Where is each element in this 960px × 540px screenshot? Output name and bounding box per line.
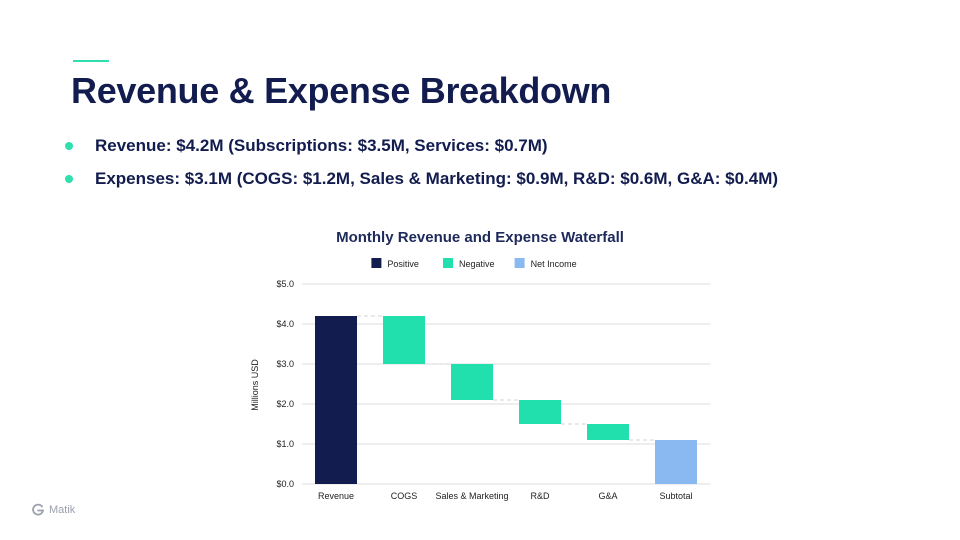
- y-axis-ticks: $0.0 $1.0 $2.0 $3.0 $4.0 $5.0: [276, 279, 294, 489]
- bar-revenue: [315, 316, 357, 484]
- x-tick-label: Revenue: [318, 491, 354, 501]
- x-tick-label: Subtotal: [659, 491, 692, 501]
- matik-logo: Matik: [31, 503, 75, 517]
- x-tick-label: Sales & Marketing: [435, 491, 508, 501]
- y-tick-label: $4.0: [276, 319, 294, 329]
- x-tick-label: G&A: [598, 491, 617, 501]
- bar-sales-marketing: [451, 364, 493, 400]
- bullet-text: Revenue: $4.2M (Subscriptions: $3.5M, Se…: [95, 136, 548, 155]
- bar-subtotal: [655, 440, 697, 484]
- y-tick-label: $1.0: [276, 439, 294, 449]
- matik-logo-icon: [32, 503, 44, 516]
- bar-connectors: [357, 315, 655, 441]
- bullet-dot-icon: [65, 142, 73, 150]
- x-tick-label: COGS: [391, 491, 418, 501]
- y-axis-label: Millions USD: [250, 359, 260, 411]
- slide-title: Revenue & Expense Breakdown: [71, 70, 612, 111]
- chart-grid: [302, 283, 710, 485]
- legend-swatch: [371, 258, 382, 268]
- legend-swatch: [443, 258, 453, 268]
- legend-label: Negative: [459, 259, 495, 269]
- y-tick-label: $3.0: [276, 359, 294, 369]
- bar-r-d: [519, 400, 561, 424]
- chart-legend: Positive Negative Net Income: [371, 258, 577, 269]
- logo-text: Matik: [49, 504, 76, 516]
- y-tick-label: $0.0: [276, 479, 294, 489]
- bullet-dot-icon: [65, 175, 73, 183]
- legend-swatch: [514, 258, 525, 268]
- legend-label: Net Income: [531, 259, 577, 269]
- bar-cogs: [383, 316, 425, 364]
- bullet-item-revenue: Revenue: $4.2M (Subscriptions: $3.5M, Se…: [64, 135, 778, 168]
- chart-svg: Monthly Revenue and Expense Waterfall Po…: [250, 229, 710, 501]
- chart-bars: [315, 316, 697, 484]
- x-axis-ticks: Revenue COGS Sales & Marketing R&D G&A Subtot…: [318, 491, 693, 501]
- legend-label: Positive: [387, 259, 419, 269]
- bullet-list: Revenue: $4.2M (Subscriptions: $3.5M, Se…: [64, 135, 778, 201]
- waterfall-chart: Monthly Revenue and Expense Waterfall Po…: [240, 222, 720, 512]
- bullet-text: Expenses: $3.1M (COGS: $1.2M, Sales & Ma…: [95, 169, 779, 188]
- y-tick-label: $2.0: [276, 399, 294, 409]
- y-tick-label: $5.0: [276, 279, 294, 289]
- bullet-item-expenses: Expenses: $3.1M (COGS: $1.2M, Sales & Ma…: [64, 168, 778, 201]
- bar-g-a: [587, 424, 629, 440]
- x-tick-label: R&D: [530, 491, 550, 501]
- chart-title: Monthly Revenue and Expense Waterfall: [336, 229, 624, 246]
- title-accent-line: [73, 60, 109, 62]
